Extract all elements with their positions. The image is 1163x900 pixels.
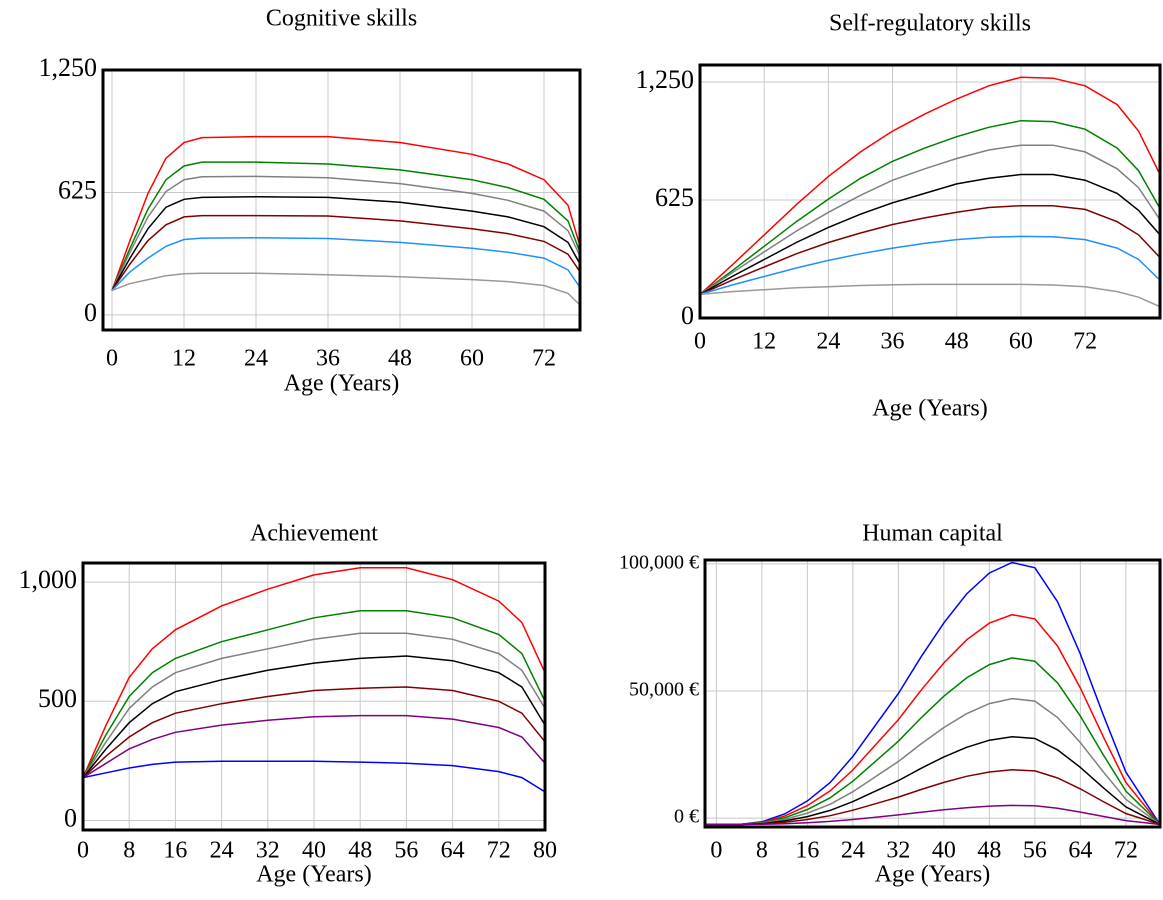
x-tick-label: 72 (532, 346, 556, 372)
y-tick-label: 100,000 € (619, 551, 699, 573)
series-line (111, 161, 581, 291)
series-line (699, 283, 1161, 308)
plot-frame (698, 63, 1162, 320)
x-tick-label: 24 (841, 838, 865, 864)
plot-frame (703, 558, 1162, 829)
x-tick-label: 56 (394, 838, 418, 864)
chart: 0 12 24 36 48 60 72 0 625 1,250 Cognitive skills Ag… (39, 6, 582, 397)
series-line (111, 214, 581, 291)
series-line (705, 613, 1161, 826)
x-tick-label: 56 (1023, 838, 1047, 864)
x-tick-label: 48 (388, 346, 412, 372)
x-tick-label: 24 (244, 346, 268, 372)
x-tick-label: 0 (710, 838, 722, 864)
y-tick-label: 1,250 (39, 53, 98, 82)
series-line (111, 272, 581, 306)
x-tick-label: 16 (163, 838, 187, 864)
series-line (699, 173, 1161, 296)
series-line (82, 686, 546, 779)
chart-title: Human capital (862, 521, 1003, 547)
series-line (705, 697, 1161, 826)
x-axis-title: Age (Years) (872, 396, 988, 422)
series-line (111, 135, 581, 291)
chart-title: Self-regulatory skills (829, 11, 1031, 37)
chart-title: Achievement (250, 521, 378, 547)
x-tick-label: 12 (172, 346, 196, 372)
y-tick-label: 0 (84, 298, 97, 327)
x-tick-label: 72 (1073, 329, 1097, 355)
series-line (111, 196, 581, 291)
y-tick-label: 0 (681, 301, 694, 330)
x-tick-label: 72 (1114, 838, 1138, 864)
series-line (111, 236, 581, 291)
x-tick-label: 32 (886, 838, 910, 864)
series-line (82, 714, 546, 779)
series-line (82, 655, 546, 779)
series-line (699, 235, 1161, 296)
series-line (699, 144, 1161, 296)
x-tick-label: 0 (106, 346, 118, 372)
x-tick-label: 48 (348, 838, 372, 864)
plot-frame (101, 68, 582, 332)
x-tick-label: 12 (752, 329, 776, 355)
x-tick-label: 24 (210, 838, 234, 864)
series-line (699, 204, 1161, 296)
x-tick-label: 8 (756, 838, 768, 864)
y-tick-label: 625 (655, 183, 694, 212)
x-tick-label: 0 (77, 838, 89, 864)
y-tick-label: 50,000 € (629, 679, 699, 701)
series-line (705, 561, 1161, 826)
x-axis-title: Age (Years) (875, 862, 991, 888)
x-tick-label: 40 (302, 838, 326, 864)
series-line (705, 804, 1161, 826)
y-tick-label: 1,250 (636, 65, 695, 94)
x-tick-label: 48 (945, 329, 969, 355)
x-tick-label: 24 (816, 329, 840, 355)
x-tick-label: 80 (533, 838, 557, 864)
series-line (82, 609, 546, 778)
chart-title: Cognitive skills (266, 6, 417, 32)
x-axis-title: Age (Years) (284, 371, 400, 397)
x-tick-label: 40 (932, 838, 956, 864)
x-tick-label: 0 (694, 329, 706, 355)
chart: 0 8 16 24 32 40 48 56 64 72 0 € 50,000 € 100,000 € Hu… (619, 521, 1162, 888)
x-tick-label: 36 (881, 329, 905, 355)
x-tick-label: 8 (123, 838, 135, 864)
y-tick-label: 0 (64, 803, 77, 832)
series-line (705, 657, 1161, 826)
x-tick-label: 72 (487, 838, 511, 864)
series-line (82, 632, 546, 779)
x-tick-label: 32 (256, 838, 280, 864)
y-tick-label: 500 (38, 684, 77, 713)
series-line (699, 76, 1161, 295)
series-line (699, 119, 1161, 296)
plot-frame (81, 561, 547, 832)
x-tick-label: 64 (441, 838, 465, 864)
series-line (705, 769, 1161, 826)
y-tick-label: 1,000 (19, 565, 78, 594)
chart: 0 12 24 36 48 60 72 0 625 1,250 Self-regulatory sk… (636, 11, 1162, 422)
x-tick-label: 48 (977, 838, 1001, 864)
x-tick-label: 16 (795, 838, 819, 864)
series-line (82, 567, 546, 778)
series-line (111, 175, 581, 291)
x-tick-label: 64 (1068, 838, 1092, 864)
y-tick-label: 0 € (674, 806, 699, 828)
x-tick-label: 60 (1009, 329, 1033, 355)
x-axis-title: Age (Years) (256, 862, 372, 888)
series-line (705, 735, 1161, 826)
x-tick-label: 60 (460, 346, 484, 372)
series-line (82, 760, 546, 793)
x-tick-label: 36 (316, 346, 340, 372)
y-tick-label: 625 (58, 175, 97, 204)
chart: 0 8 16 24 32 40 48 56 64 72 80 0 500 1,000 Achievement… (19, 521, 558, 888)
